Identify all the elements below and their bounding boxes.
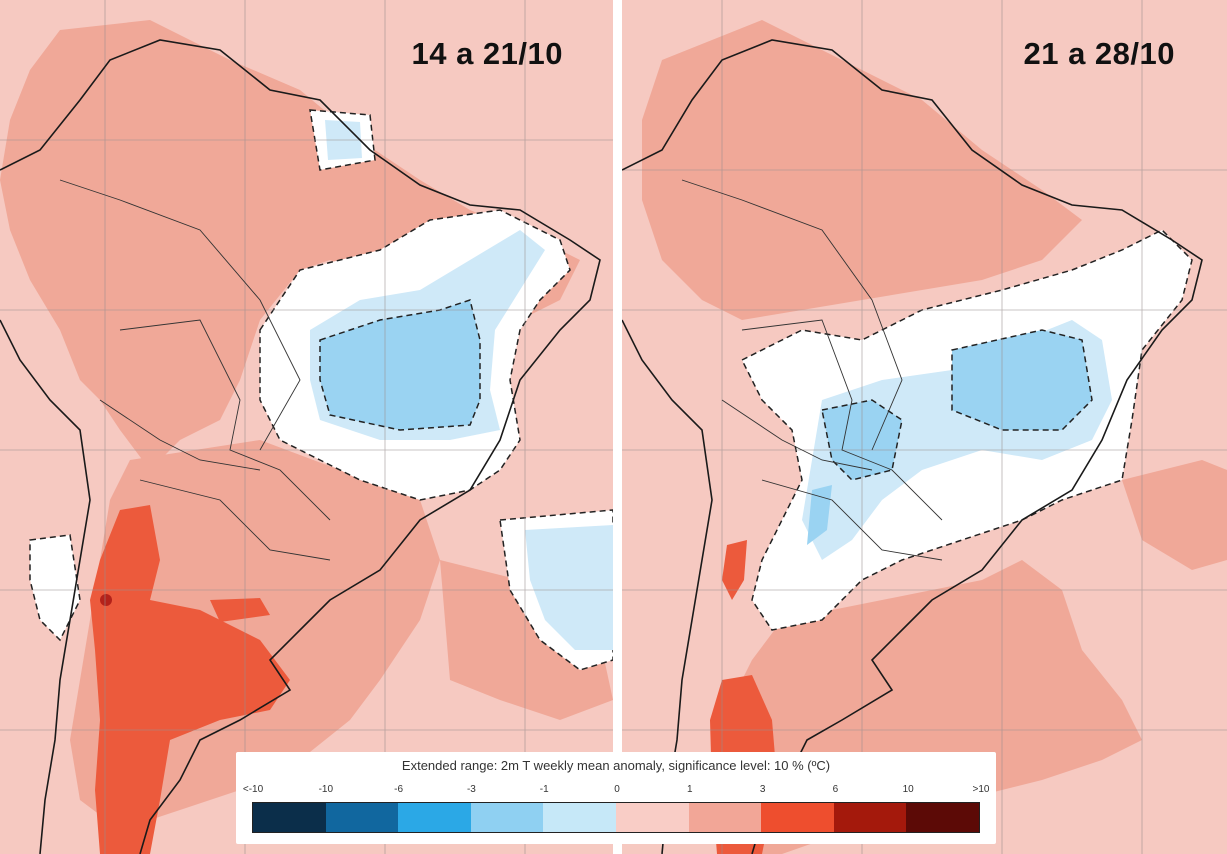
colorbar-swatch xyxy=(906,803,979,832)
legend-tick: -6 xyxy=(394,784,404,795)
colorbar-legend: Extended range: 2m T weekly mean anomaly… xyxy=(236,752,996,844)
legend-tick: -1 xyxy=(539,784,549,795)
colorbar-swatch xyxy=(833,803,907,832)
map-panel-week-2: 21 a 28/10 xyxy=(622,0,1227,854)
colorbar-swatch xyxy=(543,803,616,832)
colorbar-swatch xyxy=(398,803,471,832)
legend-tick: >10 xyxy=(972,784,990,795)
temperature-anomaly-map-week-2 xyxy=(622,0,1227,854)
legend-tick: 0 xyxy=(614,784,620,795)
colorbar-swatch xyxy=(615,803,689,832)
colorbar-swatch xyxy=(253,803,326,832)
panel-title-week-2: 21 a 28/10 xyxy=(1023,36,1175,71)
legend-tick: -3 xyxy=(466,784,476,795)
legend-tick: 3 xyxy=(759,784,766,795)
colorbar-swatch xyxy=(470,803,544,832)
legend-title: Extended range: 2m T weekly mean anomaly… xyxy=(401,758,831,773)
legend-tick: <-10 xyxy=(242,784,264,795)
colorbar-swatch xyxy=(761,803,834,832)
legend-tick: -10 xyxy=(318,784,334,795)
colorbar-swatch xyxy=(325,803,399,832)
colorbar-swatch xyxy=(688,803,762,832)
map-panel-week-1: 14 a 21/10 xyxy=(0,0,613,854)
legend-tick: 1 xyxy=(687,784,693,795)
temperature-anomaly-map-week-1 xyxy=(0,0,613,854)
legend-tick: 6 xyxy=(832,784,839,795)
legend-tick: 10 xyxy=(902,784,914,795)
colorbar xyxy=(252,802,980,833)
panel-title-week-1: 14 a 21/10 xyxy=(411,36,563,71)
panel-divider xyxy=(613,0,622,854)
